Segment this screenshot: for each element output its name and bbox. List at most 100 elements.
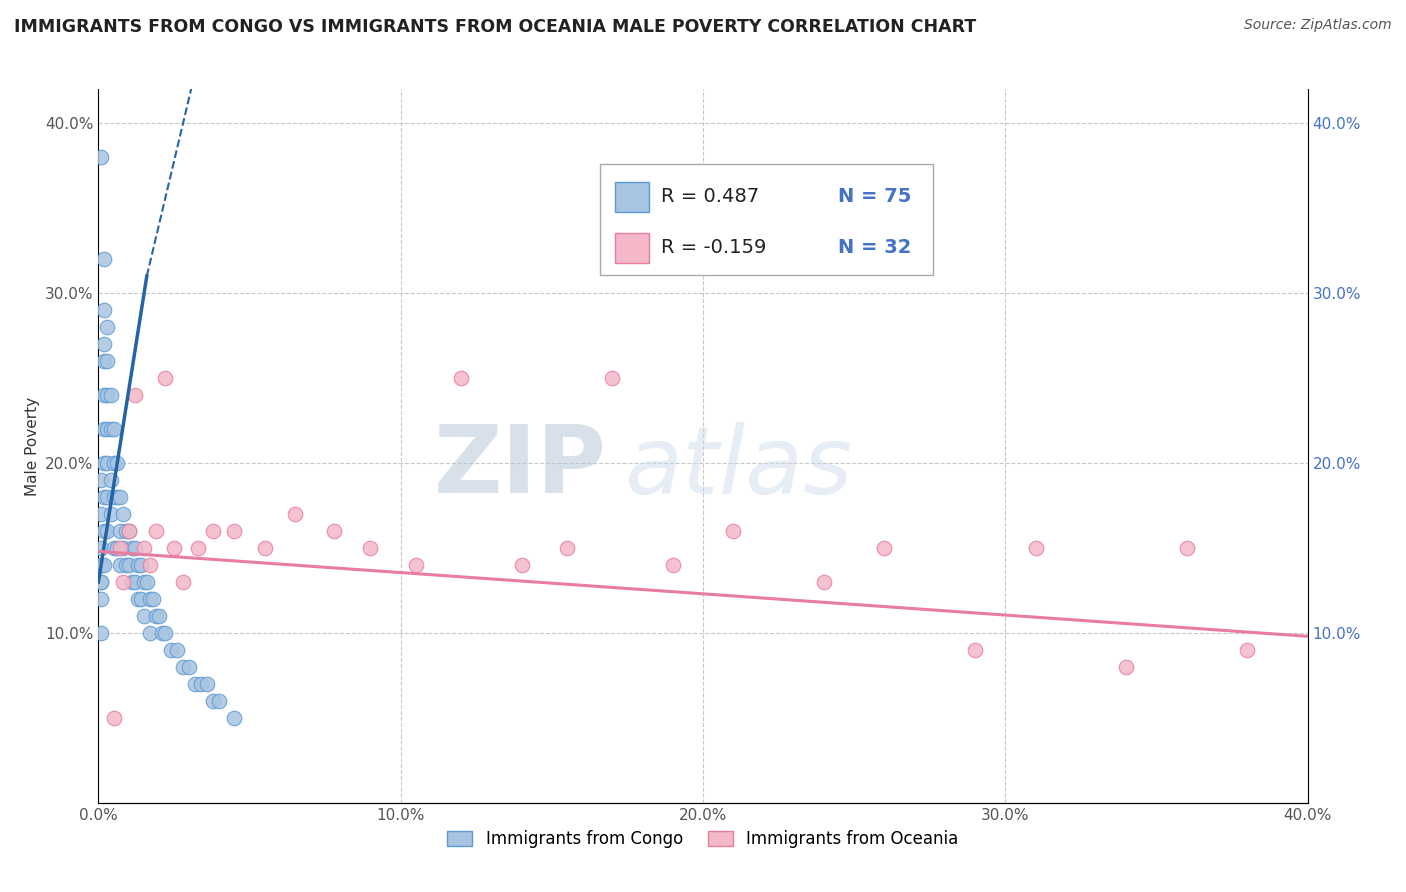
Point xyxy=(93,490,115,504)
Point xyxy=(90,473,112,487)
Text: N = 75: N = 75 xyxy=(838,186,912,206)
Point xyxy=(121,541,143,555)
Point xyxy=(184,677,207,691)
Point xyxy=(1175,541,1198,555)
Point xyxy=(93,388,115,402)
Point xyxy=(190,677,212,691)
Point xyxy=(1024,541,1046,555)
Point xyxy=(124,574,146,589)
Point xyxy=(100,422,122,436)
Point xyxy=(202,524,225,538)
Point xyxy=(96,354,118,368)
Point xyxy=(172,660,194,674)
Point xyxy=(224,524,246,538)
Point xyxy=(187,541,209,555)
Point xyxy=(661,558,683,572)
Point xyxy=(153,626,176,640)
Point xyxy=(172,574,194,589)
Point xyxy=(90,558,112,572)
Point xyxy=(602,371,624,385)
Point xyxy=(224,711,246,725)
Point xyxy=(163,541,186,555)
FancyBboxPatch shape xyxy=(614,234,648,263)
Point xyxy=(160,643,183,657)
Text: ZIP: ZIP xyxy=(433,421,606,514)
Point xyxy=(166,643,188,657)
FancyBboxPatch shape xyxy=(614,182,648,212)
Point xyxy=(96,388,118,402)
Point xyxy=(105,541,128,555)
Point xyxy=(111,541,134,555)
Point xyxy=(93,337,115,351)
Point xyxy=(129,558,152,572)
Point xyxy=(145,608,167,623)
Point xyxy=(195,677,218,691)
Point xyxy=(510,558,533,572)
Point xyxy=(103,490,125,504)
Point xyxy=(118,558,141,572)
Point xyxy=(179,660,201,674)
Text: Source: ZipAtlas.com: Source: ZipAtlas.com xyxy=(1244,18,1392,32)
Point xyxy=(132,608,155,623)
Point xyxy=(124,541,146,555)
Point xyxy=(90,541,112,555)
Point xyxy=(90,507,112,521)
Point xyxy=(93,456,115,470)
Point xyxy=(132,541,155,555)
Point xyxy=(100,507,122,521)
Point xyxy=(111,507,134,521)
Point xyxy=(114,524,136,538)
Point xyxy=(105,490,128,504)
Text: R = -0.159: R = -0.159 xyxy=(661,238,766,257)
Point xyxy=(108,558,131,572)
Point xyxy=(93,354,115,368)
Point xyxy=(1236,643,1258,657)
Point xyxy=(139,558,162,572)
Point xyxy=(1115,660,1137,674)
Point xyxy=(153,371,176,385)
Point xyxy=(555,541,578,555)
Point xyxy=(405,558,427,572)
Point xyxy=(873,541,896,555)
Point xyxy=(450,371,472,385)
Point xyxy=(96,524,118,538)
Point xyxy=(93,422,115,436)
Legend: Immigrants from Congo, Immigrants from Oceania: Immigrants from Congo, Immigrants from O… xyxy=(440,824,966,855)
Point xyxy=(127,558,149,572)
Point xyxy=(145,524,167,538)
Point xyxy=(96,320,118,334)
Point xyxy=(108,541,131,555)
Text: IMMIGRANTS FROM CONGO VS IMMIGRANTS FROM OCEANIA MALE POVERTY CORRELATION CHART: IMMIGRANTS FROM CONGO VS IMMIGRANTS FROM… xyxy=(14,18,976,36)
Point xyxy=(132,574,155,589)
Point xyxy=(100,473,122,487)
Point xyxy=(284,507,307,521)
Point xyxy=(90,558,112,572)
Point xyxy=(108,490,131,504)
Point xyxy=(93,524,115,538)
Point xyxy=(96,422,118,436)
Point xyxy=(90,150,112,164)
Point xyxy=(90,574,112,589)
Point xyxy=(93,252,115,266)
Point xyxy=(103,456,125,470)
Point xyxy=(202,694,225,708)
Point xyxy=(93,303,115,318)
Point xyxy=(90,591,112,606)
FancyBboxPatch shape xyxy=(600,164,932,275)
Point xyxy=(90,574,112,589)
Point xyxy=(813,574,835,589)
Text: atlas: atlas xyxy=(624,422,852,513)
Point xyxy=(142,591,165,606)
Point xyxy=(139,591,162,606)
Point xyxy=(127,591,149,606)
Point xyxy=(208,694,231,708)
Point xyxy=(93,558,115,572)
Point xyxy=(114,558,136,572)
Y-axis label: Male Poverty: Male Poverty xyxy=(24,396,39,496)
Point xyxy=(360,541,382,555)
Point xyxy=(105,456,128,470)
Point xyxy=(96,456,118,470)
Point xyxy=(150,626,173,640)
Point xyxy=(108,524,131,538)
Point xyxy=(103,422,125,436)
